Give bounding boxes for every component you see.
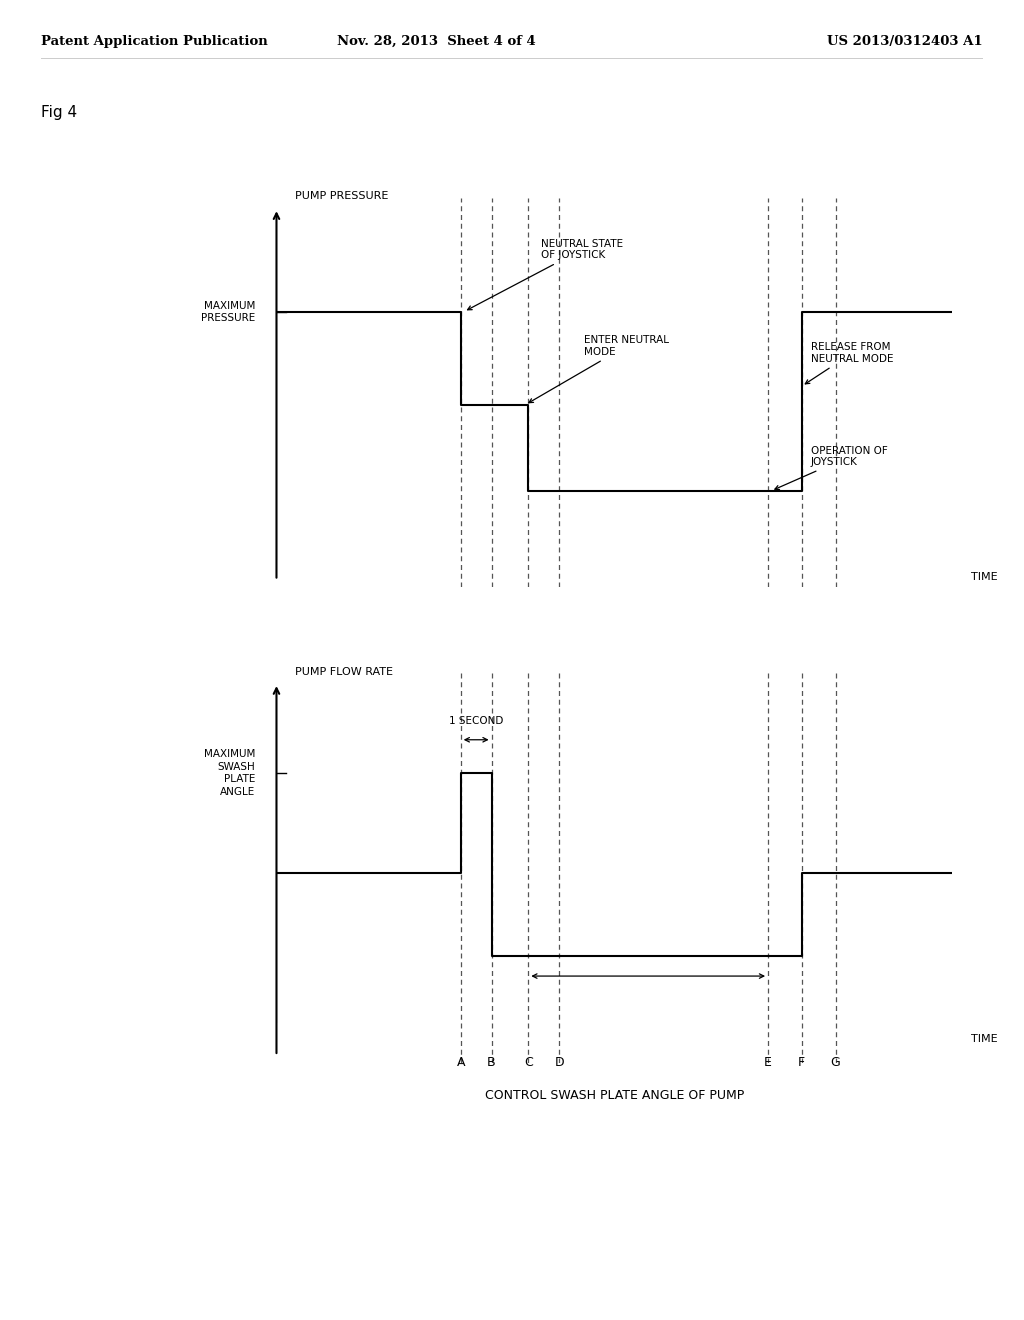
Text: CONTROL SWASH PLATE ANGLE OF PUMP: CONTROL SWASH PLATE ANGLE OF PUMP	[484, 1089, 744, 1102]
Text: C: C	[524, 1056, 532, 1069]
Text: RELEASE FROM
NEUTRAL MODE: RELEASE FROM NEUTRAL MODE	[805, 342, 894, 384]
Text: D: D	[554, 1056, 564, 1069]
Text: Patent Application Publication: Patent Application Publication	[41, 34, 267, 48]
Text: US 2013/0312403 A1: US 2013/0312403 A1	[827, 34, 983, 48]
Text: Nov. 28, 2013  Sheet 4 of 4: Nov. 28, 2013 Sheet 4 of 4	[337, 34, 536, 48]
Text: E: E	[764, 1056, 772, 1069]
Text: NEUTRAL STATE
OF JOYSTICK: NEUTRAL STATE OF JOYSTICK	[468, 239, 623, 310]
Text: TIME: TIME	[971, 1035, 997, 1044]
Text: G: G	[830, 1056, 841, 1069]
Text: A: A	[457, 1056, 465, 1069]
Text: 1 SECOND: 1 SECOND	[449, 717, 504, 726]
Text: TIME: TIME	[971, 572, 997, 582]
Text: PUMP PRESSURE: PUMP PRESSURE	[295, 191, 388, 202]
Text: PUMP FLOW RATE: PUMP FLOW RATE	[295, 667, 393, 677]
Text: F: F	[799, 1056, 805, 1069]
Text: Fig 4: Fig 4	[41, 104, 77, 120]
Text: OPERATION OF
JOYSTICK: OPERATION OF JOYSTICK	[775, 446, 888, 490]
Text: ENTER NEUTRAL
MODE: ENTER NEUTRAL MODE	[529, 335, 669, 403]
Text: MAXIMUM
SWASH
PLATE
ANGLE: MAXIMUM SWASH PLATE ANGLE	[204, 750, 255, 797]
Text: B: B	[487, 1056, 496, 1069]
Text: MAXIMUM
PRESSURE: MAXIMUM PRESSURE	[201, 301, 255, 323]
